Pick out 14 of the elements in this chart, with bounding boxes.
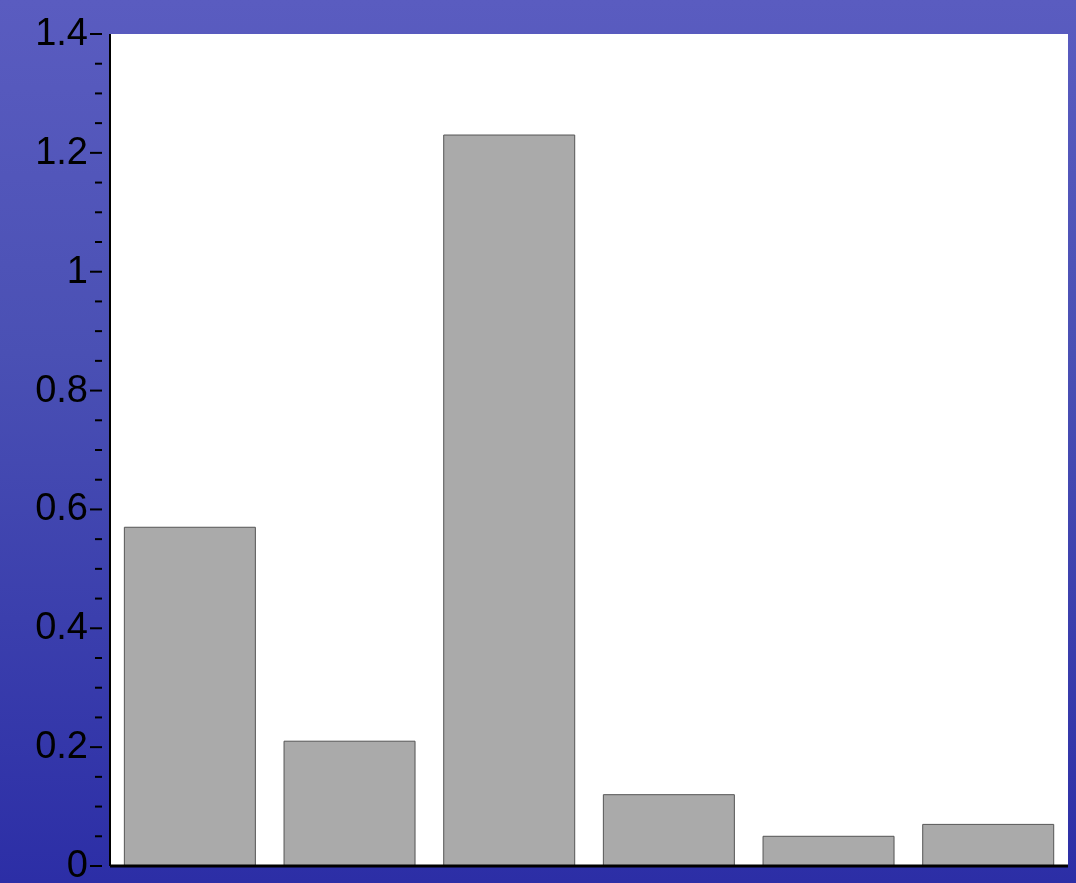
y-tick-label: 0.4 <box>35 605 88 648</box>
y-tick-label: 0 <box>66 843 88 883</box>
y-tick-label: 1.4 <box>35 11 88 53</box>
bar <box>283 740 416 866</box>
y-tick-label: 1 <box>66 248 88 291</box>
y-tick-label: 0.2 <box>35 724 88 767</box>
y-tick-label: 1.2 <box>35 129 88 172</box>
y-tick-label: 0.6 <box>35 486 88 529</box>
bar <box>443 134 576 866</box>
bar <box>602 794 735 866</box>
bar <box>762 835 895 866</box>
bar <box>922 823 1055 866</box>
bar <box>123 526 256 866</box>
y-tick-label: 0.8 <box>35 367 88 410</box>
